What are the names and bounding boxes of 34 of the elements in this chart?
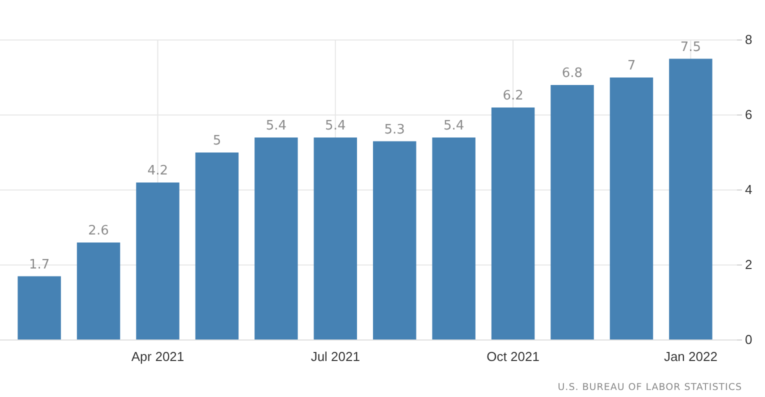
y-tick-label: 0 — [745, 332, 752, 348]
y-tick-label: 2 — [745, 257, 752, 272]
bar — [669, 58, 712, 340]
bar — [372, 141, 416, 340]
y-tick-label: 8 — [745, 32, 752, 48]
data-label: 5 — [212, 134, 222, 148]
data-label: 5.4 — [443, 118, 464, 134]
data-label: 5.4 — [325, 118, 346, 134]
bar — [136, 182, 180, 340]
y-tick-label: 6 — [745, 107, 752, 122]
data-label: 7 — [627, 58, 636, 74]
bar — [18, 276, 61, 340]
bar — [195, 152, 239, 340]
bar — [610, 78, 654, 340]
data-label: 1.7 — [28, 257, 50, 272]
bar — [432, 138, 476, 340]
text: U.S. BUREAU OF LABOR STATISTICS — [558, 382, 742, 393]
data-label: 5.3 — [384, 122, 405, 138]
data-label: 5.4 — [266, 118, 287, 134]
x-tick-label: Apr 2021 — [131, 349, 184, 364]
bar — [76, 242, 120, 340]
data-label: 2.6 — [88, 224, 109, 238]
data-label: 6.8 — [562, 66, 583, 81]
bar — [254, 138, 298, 340]
bar — [314, 138, 358, 340]
bar — [491, 108, 535, 340]
data-label: 6.2 — [502, 88, 524, 104]
data-label: 4.2 — [147, 164, 168, 178]
data-label: 7.5 — [680, 40, 702, 55]
x-tick-label: Jan 2022 — [664, 349, 718, 364]
x-tick-label: Oct 2021 — [486, 349, 540, 364]
bar — [550, 85, 594, 340]
x-tick-label: Jul 2021 — [310, 349, 360, 364]
y-tick-label: 4 — [745, 182, 752, 198]
